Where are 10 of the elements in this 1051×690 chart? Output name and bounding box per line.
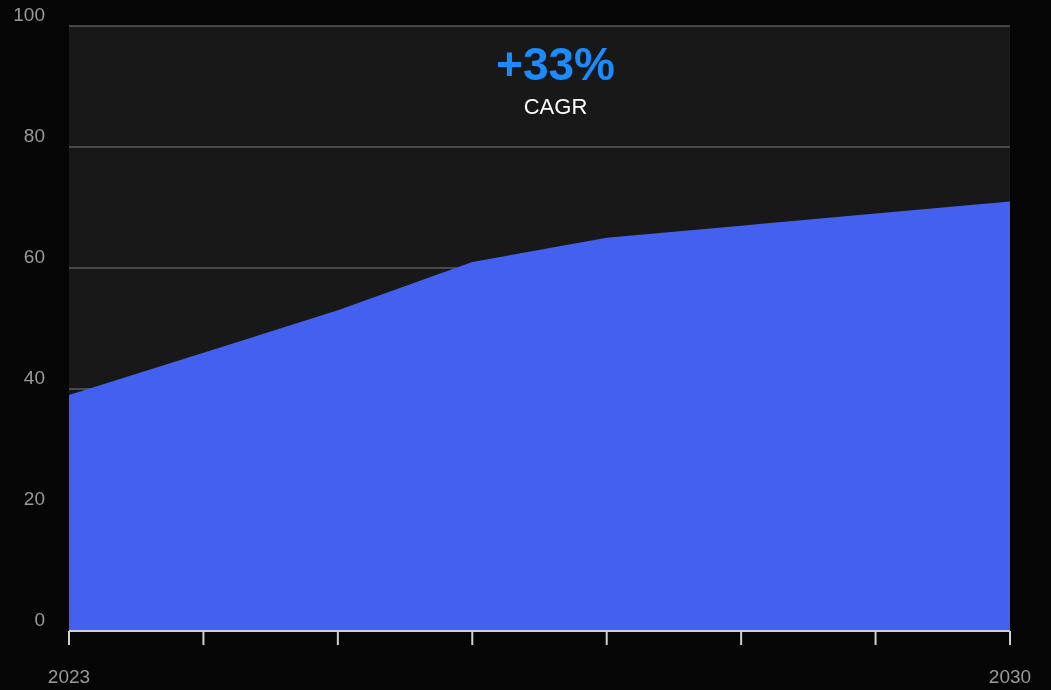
y-tick-label: 80 — [23, 125, 45, 146]
y-tick-label: 20 — [23, 488, 45, 509]
y-tick-label: 100 — [13, 4, 45, 25]
x-tick-label: 2023 — [47, 666, 91, 687]
y-tick-label: 40 — [23, 367, 45, 388]
annotation: CAGR — [523, 94, 588, 119]
y-tick-label: 60 — [23, 246, 45, 267]
annotation: +33% — [496, 38, 615, 90]
y-tick-label: 0 — [34, 609, 45, 630]
x-tick-label: 2030 — [988, 666, 1032, 687]
